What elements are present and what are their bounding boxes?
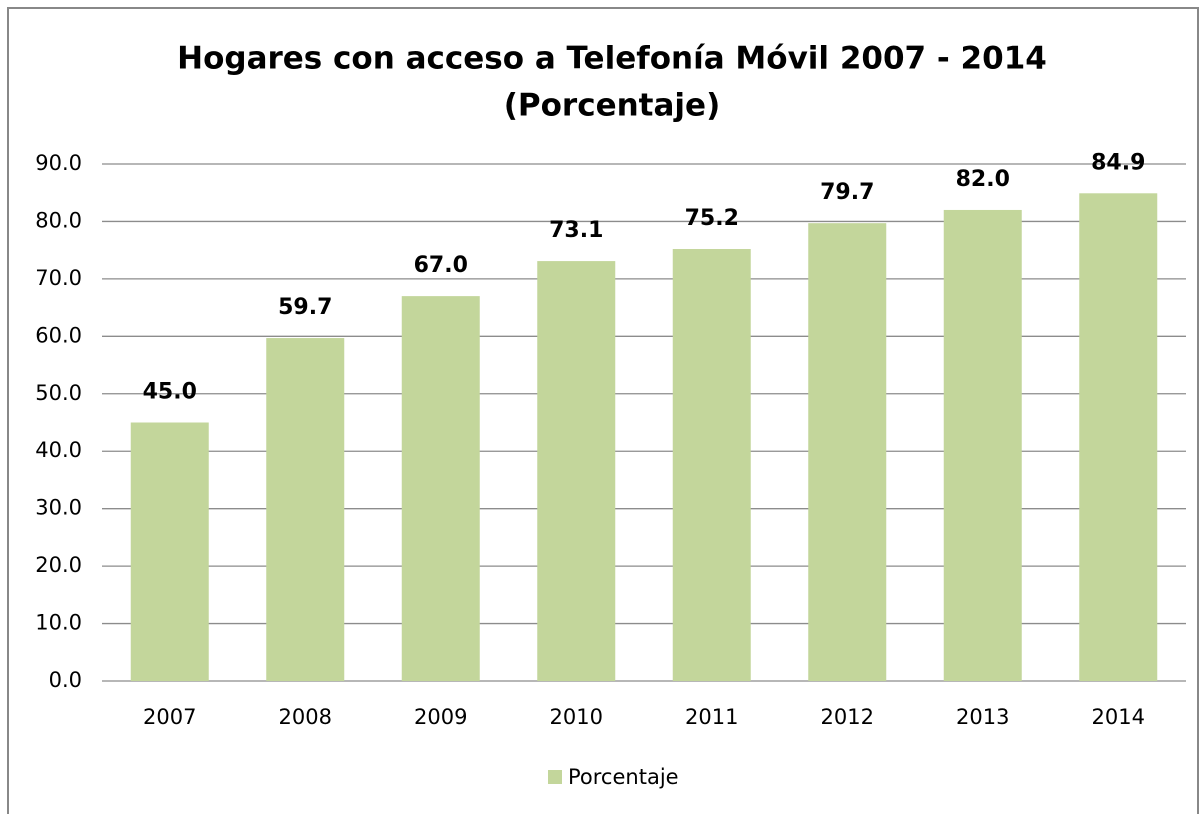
y-tick-label: 50.0 [35,381,82,405]
data-label: 75.2 [685,206,739,231]
bar [266,338,345,681]
x-tick-label: 2008 [279,705,332,729]
data-label: 82.0 [956,167,1010,192]
chart-title: Hogares con acceso a Telefonía Móvil 200… [177,41,1047,77]
data-label: 45.0 [143,380,197,405]
data-label: 79.7 [820,180,874,205]
y-tick-label: 10.0 [35,611,82,635]
x-tick-label: 2011 [685,705,738,729]
y-tick-label: 40.0 [35,438,82,462]
y-tick-label: 20.0 [35,553,82,577]
bar [1079,193,1158,681]
y-tick-label: 70.0 [35,266,82,290]
x-tick-label: 2014 [1092,705,1145,729]
x-tick-label: 2013 [956,705,1009,729]
bar [130,422,209,681]
bar [672,249,751,682]
bar [808,223,887,681]
bar [401,296,480,681]
data-label: 59.7 [278,295,332,320]
legend-swatch [548,770,562,784]
bar [537,261,616,681]
y-tick-label: 80.0 [35,208,82,232]
y-tick-label: 90.0 [35,151,82,175]
x-tick-label: 2010 [550,705,603,729]
y-tick-label: 30.0 [35,496,82,520]
chart-subtitle: (Porcentaje) [504,88,721,124]
data-label: 84.9 [1091,150,1145,175]
x-tick-label: 2007 [143,705,196,729]
y-tick-label: 0.0 [49,668,82,692]
bar [943,209,1022,681]
x-tick-label: 2009 [414,705,467,729]
data-label: 73.1 [549,218,603,243]
data-label: 67.0 [414,253,468,278]
y-tick-label: 60.0 [35,323,82,347]
x-tick-label: 2012 [821,705,874,729]
legend-label: Porcentaje [568,765,679,789]
